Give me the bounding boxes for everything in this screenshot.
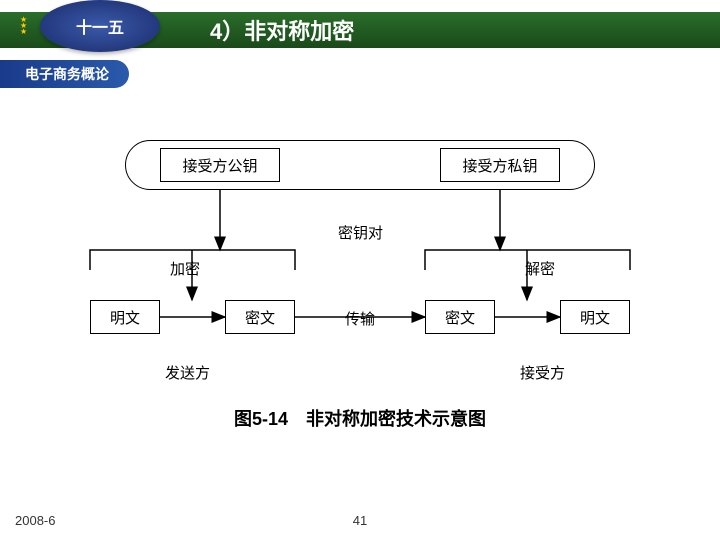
plaintext-sender-box: 明文 xyxy=(90,300,160,334)
ciphertext-sender-box: 密文 xyxy=(225,300,295,334)
slide-header: 4）非对称加密 ★★★ 十一五 xyxy=(0,0,720,60)
figure-caption: 图5-14 非对称加密技术示意图 xyxy=(0,405,720,431)
encrypt-label: 加密 xyxy=(170,258,200,279)
slide-title: 4）非对称加密 xyxy=(210,14,354,46)
plaintext-receiver-box: 明文 xyxy=(560,300,630,334)
sender-label: 发送方 xyxy=(165,362,210,383)
logo-stars-icon: ★★★ xyxy=(20,17,27,35)
decrypt-label: 解密 xyxy=(525,258,555,279)
private-key-box: 接受方私钥 xyxy=(440,148,560,182)
receiver-label: 接受方 xyxy=(520,362,565,383)
logo-badge: ★★★ 十一五 xyxy=(40,0,160,52)
ciphertext-receiver-box: 密文 xyxy=(425,300,495,334)
keypair-label: 密钥对 xyxy=(338,222,383,243)
encryption-diagram: 接受方公钥接受方私钥密钥对加密解密明文密文传输密文明文发送方接受方 图5-14 … xyxy=(0,110,720,450)
public-key-box: 接受方公钥 xyxy=(160,148,280,182)
transmit-label: 传输 xyxy=(345,308,375,329)
subtitle-text: 电子商务概论 xyxy=(25,66,109,82)
footer-date: 2008-6 xyxy=(15,513,55,528)
logo-text: 十一五 xyxy=(76,14,124,38)
subtitle-bar: 电子商务概论 xyxy=(0,60,129,88)
footer-page: 41 xyxy=(353,513,367,528)
